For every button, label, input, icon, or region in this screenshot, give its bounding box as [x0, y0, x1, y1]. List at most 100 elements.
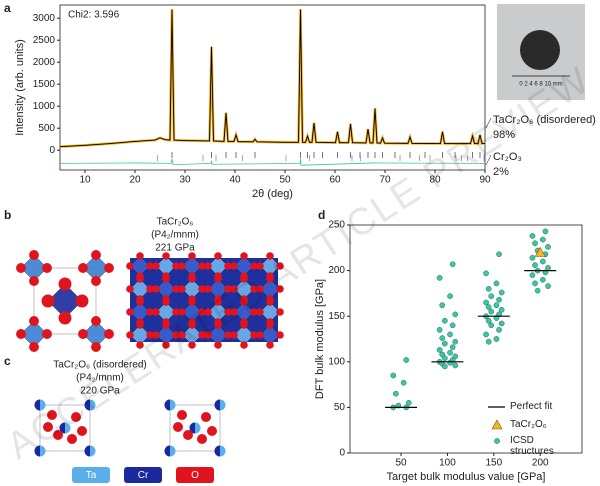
scatter-point [483, 331, 489, 338]
scatter-point [452, 362, 459, 369]
oxygen-atom [91, 316, 101, 326]
scatter-point [436, 327, 443, 333]
scatter-point [441, 355, 448, 362]
cation-half [214, 445, 220, 457]
oxygen-atom [188, 321, 196, 329]
structure-title: TaCr₂O₆ [157, 217, 194, 228]
scatter-point [496, 251, 502, 258]
oxygen-atom [178, 308, 186, 316]
element-swatch [72, 467, 110, 483]
scatter-point [449, 322, 456, 329]
oxygen-atom [71, 412, 81, 422]
oxygen-atom [198, 285, 206, 293]
x-tick-label: 70 [379, 175, 391, 186]
scatter-point [447, 349, 453, 356]
oxygen-atom [29, 316, 39, 326]
oxygen-atom [146, 308, 154, 316]
oxygen-atom [152, 285, 160, 293]
oxygen-atom [29, 342, 39, 352]
scatter-point [493, 336, 500, 342]
oxygen-atom [77, 426, 87, 436]
scatter-point [447, 293, 453, 299]
scatter-point [449, 261, 456, 268]
y-tick-label: 3000 [33, 13, 56, 24]
scatter-point [493, 302, 500, 309]
oxygen-atom [78, 329, 88, 339]
oxygen-atom [29, 250, 39, 260]
oxygen-atom [207, 426, 217, 436]
x-tick-label: 50 [279, 175, 291, 186]
oxygen-atom [230, 308, 238, 316]
y-tick-label: 2000 [33, 57, 56, 68]
scatter-point [529, 254, 536, 261]
oxygen-atom [173, 422, 183, 432]
x-tick-label: 20 [129, 175, 141, 186]
oxygen-atom [67, 434, 77, 444]
pellet [520, 30, 560, 70]
scatter-point [545, 244, 551, 250]
oxygen-atom [201, 412, 211, 422]
oxygen-atom [230, 262, 238, 270]
oxygen-atom [198, 262, 206, 270]
oxygen-atom [178, 331, 186, 339]
scatter-point [485, 285, 492, 292]
fit-layer [385, 270, 557, 408]
y-tick-label: 2500 [33, 35, 56, 46]
scatter-point [545, 283, 551, 289]
phase-fraction: 98% [493, 129, 515, 141]
oxygen-atom [204, 285, 212, 293]
oxygen-atom [214, 275, 222, 283]
oxygen-atom [16, 263, 26, 273]
oxygen-atom [178, 262, 186, 270]
scatter-point [449, 344, 456, 351]
scatter-point [483, 299, 489, 306]
oxygen-atom [214, 341, 222, 349]
unit-cell [33, 267, 97, 335]
cation-half [34, 399, 40, 411]
observed-halo [59, 9, 485, 148]
scatter-point [493, 280, 500, 287]
x-axis-label: Target bulk modulus value [GPa] [387, 471, 546, 483]
cation-half [59, 422, 65, 434]
annotation: Chi2: 3.596 [68, 10, 120, 21]
oxygen-atom [188, 341, 196, 349]
triangle-marker [534, 246, 546, 257]
unit-cell [39, 404, 91, 452]
oxygen-atom [224, 262, 232, 270]
phase-name: Cr₂O₃ [493, 151, 522, 163]
legend-swatch [491, 419, 503, 430]
panel-label: b [4, 208, 11, 222]
oxygen-atom [152, 331, 160, 339]
legend-label: ICSD structures [510, 435, 554, 457]
oxygen-atom [230, 285, 238, 293]
oxygen-atom [240, 275, 248, 283]
dots-layer [390, 228, 551, 411]
oxygen-atom [250, 331, 258, 339]
plot-frame [59, 4, 486, 171]
scatter-point [439, 335, 446, 341]
scatter-point [539, 276, 546, 283]
oxygen-atom [224, 331, 232, 339]
scatter-point [436, 347, 443, 353]
scatter-point [400, 379, 407, 386]
structure-modulus: 221 GPa [155, 243, 195, 254]
oxygen-atom [75, 294, 89, 308]
scatter-point [529, 272, 536, 279]
oxygen-atom [78, 263, 88, 273]
oxygen-atom [42, 329, 52, 339]
oxygen-atom [126, 308, 134, 316]
oxygen-atom [214, 321, 222, 329]
oxygen-atom [230, 331, 238, 339]
oxygen-atom [41, 294, 55, 308]
scatter-point [498, 320, 505, 327]
oxygen-atom [136, 298, 144, 306]
oxygen-atom [204, 262, 212, 270]
scatter-point [390, 372, 397, 379]
scatter-point [532, 262, 538, 268]
y-tick-label: 1500 [33, 79, 56, 90]
phase-name: TaCr₂O₆ (disordered) [493, 114, 596, 126]
element-label: Cr [138, 470, 149, 481]
y-tick-label: 100 [328, 356, 345, 367]
oxygen-atom [250, 285, 258, 293]
